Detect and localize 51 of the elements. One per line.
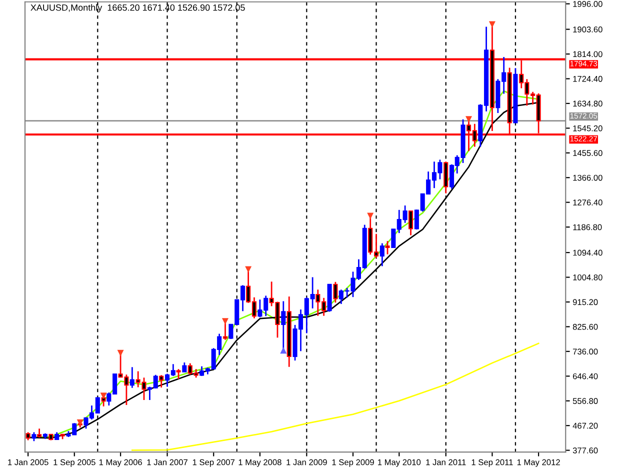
point: [488, 21, 496, 28]
y-tick-label: 1186.80: [573, 224, 602, 230]
point: [280, 347, 287, 354]
point: [117, 350, 124, 356]
x-tick-label: 1 Sep 2007: [192, 459, 234, 467]
y-tick-label: 1455.60: [573, 150, 602, 156]
y-tick-label: 1814.00: [573, 51, 602, 58]
x-tick-label: 1 May 2008: [238, 459, 282, 467]
point: [76, 419, 84, 426]
y-tick-label: 1004.80: [573, 274, 602, 280]
y-tick-label: 1634.80: [573, 100, 602, 107]
candlestick: [385, 240, 390, 256]
y-tick-label: 1903.60: [573, 26, 602, 32]
candlestick: [176, 368, 181, 380]
point: [222, 318, 228, 325]
y-tick-label: 646.40: [572, 373, 598, 380]
x-tick-label: 1 Sep 2009: [332, 459, 374, 467]
line-series: [131, 342, 540, 451]
y-tick-label: 556.80: [572, 398, 598, 404]
candlestick: [380, 242, 384, 267]
y-tick-label: 1094.40: [573, 250, 602, 256]
point: [367, 212, 374, 220]
y-tick-label: 1996.00: [573, 1, 602, 7]
x-tick-label: 1 Jan 2011: [426, 459, 466, 466]
candlestick: [444, 160, 448, 194]
x-tick-label: 1 May 2012: [517, 459, 560, 467]
x-tick-label: 1 Jan 2005: [8, 459, 48, 466]
x-tick-label: 1 Sep 2011: [472, 459, 513, 467]
candlestick: [333, 281, 338, 304]
x-tick-label: 1 May 2010: [378, 459, 421, 467]
x-tick-label: 1 Jan 2009: [286, 459, 327, 466]
y-tick-label: 1545.20: [573, 125, 602, 132]
y-tick-label: 915.20: [572, 299, 598, 306]
point: [100, 392, 107, 400]
x-tick-label: 1 May 2006: [99, 459, 142, 467]
y-tick-label: 736.00: [572, 348, 598, 355]
chart-title: XAUUSD,Monthly 1665.20 1671.40 1526.90 1572.05: [30, 4, 245, 13]
y-tick-label: 1366.00: [573, 174, 602, 181]
y-tick-label: 377.60: [572, 447, 598, 454]
candlestick: [130, 366, 134, 389]
y-tick-label: 1276.40: [573, 200, 602, 206]
candlestick: [159, 374, 164, 388]
x-tick-label: 1 Jan 2007: [147, 459, 188, 466]
candlestick: [408, 210, 414, 236]
y-tick-label: 825.60: [572, 324, 598, 330]
x-tick-label: 1 Sep 2005: [54, 459, 96, 467]
y-tick-label: 467.20: [572, 422, 598, 429]
point: [465, 116, 472, 123]
y-tick-label: 1724.40: [573, 76, 602, 82]
candlestick: [182, 362, 187, 373]
point: [245, 266, 252, 273]
